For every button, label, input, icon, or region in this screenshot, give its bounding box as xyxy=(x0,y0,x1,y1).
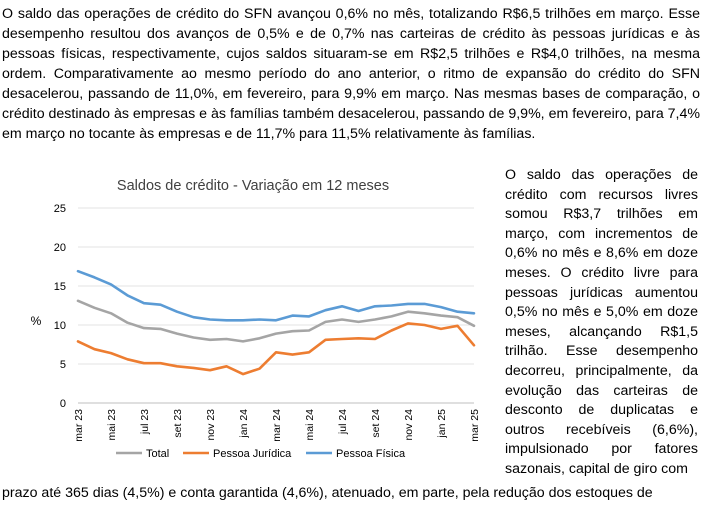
x-tick-label: jul 23 xyxy=(139,409,151,435)
x-tick-label: mar 25 xyxy=(469,409,481,442)
x-axis-ticks: mar 23 mai 23 jul 23 set 23 nov 23 jan 24 mar … xyxy=(73,409,481,442)
paragraph-top: O saldo das operações de crédito do SFN … xyxy=(2,6,700,142)
x-tick-label: mar 23 xyxy=(73,409,85,442)
y-axis-label: % xyxy=(31,314,42,328)
legend-label: Total xyxy=(146,448,169,460)
series-line-pessoa-jur-dica xyxy=(76,322,476,376)
credit-growth-chart: Saldos de crédito - Variação em 12 meses… xyxy=(8,168,498,490)
y-axis-ticks: 0 5 10 15 20 25 xyxy=(54,203,66,410)
series-line-total xyxy=(76,299,476,343)
legend-label: Pessoa Física xyxy=(336,448,406,460)
legend-label: Pessoa Jurídica xyxy=(213,448,292,460)
x-tick-label: mar 24 xyxy=(271,409,283,442)
x-tick-label: jan 24 xyxy=(238,409,250,439)
y-tick-label: 10 xyxy=(54,320,66,332)
x-tick-label: set 24 xyxy=(370,409,382,438)
y-tick-label: 25 xyxy=(54,203,66,215)
x-tick-label: set 23 xyxy=(172,409,184,438)
y-tick-label: 15 xyxy=(54,281,66,293)
paragraph-bottom: prazo até 365 dias (4,5%) e conta garant… xyxy=(2,485,653,501)
x-tick-label: jul 24 xyxy=(337,409,349,435)
chart-gridlines xyxy=(78,207,474,404)
chart-series xyxy=(76,269,476,376)
x-tick-label: nov 24 xyxy=(403,409,415,441)
x-tick-label: mai 23 xyxy=(106,409,118,441)
x-tick-label: jan 25 xyxy=(436,409,448,439)
series-line-pessoa-f-sica xyxy=(76,269,476,322)
y-tick-label: 20 xyxy=(54,242,66,254)
chart-svg: Saldos de crédito - Variação em 12 meses… xyxy=(31,178,481,460)
paragraph-side: O saldo das operações de crédito com rec… xyxy=(505,167,698,477)
y-tick-label: 5 xyxy=(60,359,66,371)
y-tick-label: 0 xyxy=(60,398,66,410)
x-tick-label: mai 24 xyxy=(304,409,316,441)
chart-legend: Total Pessoa Jurídica Pessoa Física xyxy=(116,448,406,460)
chart-title: Saldos de crédito - Variação em 12 meses xyxy=(117,178,389,194)
x-tick-label: nov 23 xyxy=(205,409,217,441)
